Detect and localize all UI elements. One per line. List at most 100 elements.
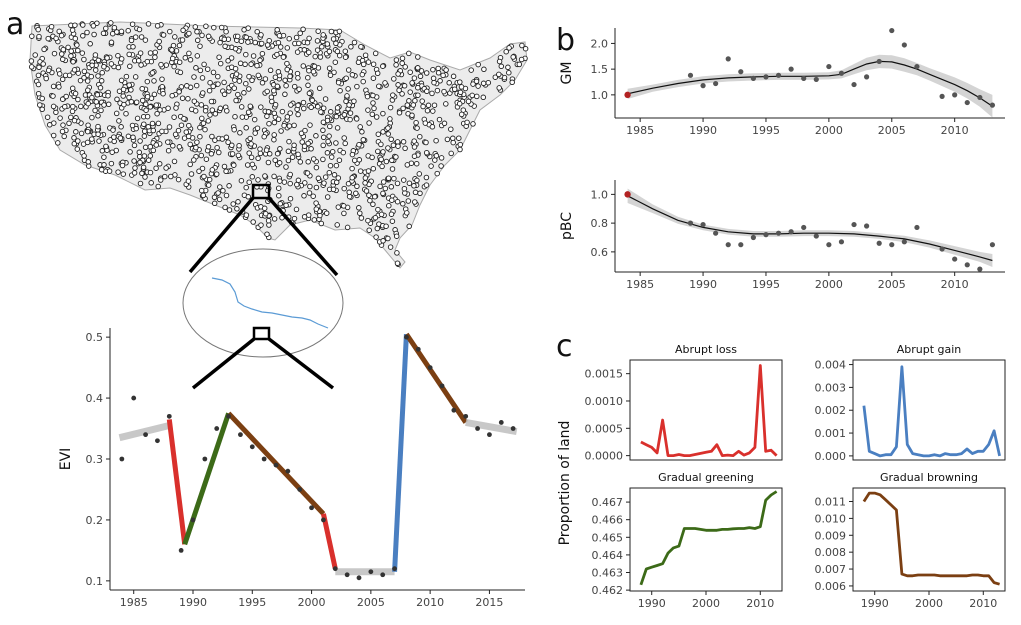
fit-line (627, 195, 993, 262)
circle-marker-icon (199, 165, 206, 172)
circle-marker-icon (147, 104, 154, 110)
circle-marker-icon (456, 100, 463, 107)
circle-marker-icon (438, 163, 444, 169)
data-point (939, 93, 945, 99)
circle-marker-icon (269, 98, 275, 105)
circle-marker-icon (153, 165, 159, 171)
circle-marker-icon (115, 64, 122, 71)
circle-marker-icon (366, 120, 372, 126)
circle-marker-icon (353, 190, 359, 197)
circle-marker-icon (411, 138, 417, 144)
circle-marker-icon (481, 66, 487, 73)
circle-marker-icon (139, 170, 145, 177)
y-tick-label: 0.001 (815, 427, 847, 440)
circle-marker-icon (333, 113, 340, 120)
circle-marker-icon (153, 142, 160, 148)
circle-marker-icon (217, 184, 223, 190)
circle-marker-icon (369, 111, 376, 118)
circle-marker-icon (203, 23, 209, 29)
circle-marker-icon (422, 120, 429, 126)
circle-marker-icon (411, 75, 418, 81)
circle-marker-icon (70, 103, 76, 110)
first-data-point (624, 191, 631, 198)
circle-marker-icon (363, 188, 370, 194)
y-tick-label: 0.000 (815, 450, 847, 463)
circle-marker-icon (450, 73, 457, 80)
circle-marker-icon (120, 171, 127, 177)
circle-marker-icon (169, 92, 175, 99)
circle-marker-icon (434, 87, 441, 94)
x-tick-label: 2000 (815, 278, 843, 291)
circle-marker-icon (320, 105, 327, 111)
circle-marker-icon (469, 92, 475, 99)
circle-marker-icon (315, 175, 322, 182)
circle-marker-icon (153, 102, 160, 108)
circle-marker-icon (56, 71, 63, 77)
circle-marker-icon (346, 102, 352, 108)
data-point (977, 266, 983, 272)
circle-marker-icon (45, 35, 51, 42)
circle-marker-icon (362, 52, 369, 58)
circle-marker-icon (394, 260, 401, 266)
circle-marker-icon (271, 216, 278, 222)
circle-marker-icon (236, 142, 242, 149)
circle-marker-icon (430, 75, 437, 82)
circle-marker-icon (236, 78, 243, 84)
circle-marker-icon (244, 162, 251, 168)
circle-marker-icon (232, 113, 238, 120)
circle-marker-icon (234, 33, 241, 40)
segment-loss (320, 513, 338, 570)
circle-marker-icon (413, 160, 420, 167)
circle-marker-icon (470, 81, 476, 87)
circle-marker-icon (168, 173, 174, 180)
data-point (415, 346, 421, 352)
data-point (939, 246, 945, 252)
circle-marker-icon (176, 42, 183, 49)
circle-marker-icon (132, 74, 139, 80)
data-point (876, 58, 882, 65)
circle-marker-icon (229, 151, 236, 157)
circle-marker-icon (286, 123, 293, 129)
circle-marker-icon (435, 70, 442, 76)
circle-marker-icon (274, 83, 281, 90)
circle-marker-icon (53, 35, 59, 42)
data-point (788, 229, 794, 235)
circle-marker-icon (414, 177, 420, 184)
circle-marker-icon (261, 205, 268, 212)
x-tick-label: 1990 (689, 124, 717, 137)
circle-marker-icon (271, 173, 277, 180)
circle-marker-icon (440, 72, 446, 79)
circle-marker-icon (320, 127, 326, 134)
data-point (713, 230, 719, 236)
circle-marker-icon (80, 22, 86, 28)
x-tick-label: 2000 (915, 597, 943, 610)
circle-marker-icon (165, 147, 172, 154)
circle-marker-icon (356, 157, 363, 163)
circle-marker-icon (498, 63, 505, 70)
circle-marker-icon (143, 101, 149, 107)
circle-marker-icon (360, 61, 367, 68)
circle-marker-icon (103, 25, 109, 32)
circle-marker-icon (71, 140, 78, 147)
circle-marker-icon (264, 113, 270, 119)
circle-marker-icon (412, 189, 419, 196)
circle-marker-icon (306, 67, 312, 74)
circle-marker-icon (69, 85, 76, 92)
circle-marker-icon (130, 134, 136, 141)
circle-marker-icon (265, 109, 272, 115)
circle-marker-icon (341, 135, 347, 141)
circle-marker-icon (382, 80, 388, 86)
circle-marker-icon (380, 238, 386, 244)
circle-marker-icon (136, 149, 143, 156)
circle-marker-icon (126, 82, 132, 88)
circle-marker-icon (89, 114, 95, 121)
circle-marker-icon (325, 138, 331, 145)
circle-marker-icon (417, 190, 423, 197)
circle-marker-icon (388, 184, 395, 190)
circle-marker-icon (66, 120, 72, 127)
circle-marker-icon (310, 68, 317, 75)
circle-marker-icon (243, 125, 249, 131)
circle-marker-icon (456, 135, 462, 141)
circle-marker-icon (415, 84, 421, 91)
